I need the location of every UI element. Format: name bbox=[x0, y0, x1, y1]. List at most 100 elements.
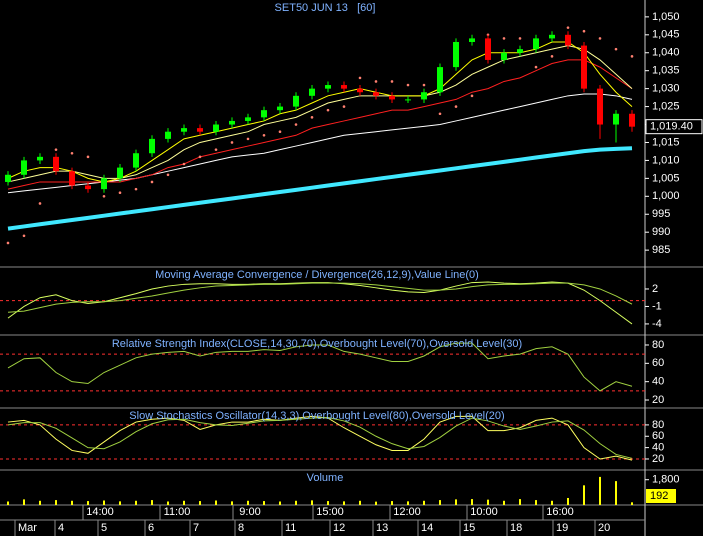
time-label: 16:00 bbox=[546, 506, 574, 518]
date-label: 20 bbox=[598, 522, 610, 534]
sar-dot bbox=[470, 94, 474, 98]
volume-bar bbox=[23, 499, 25, 505]
sar-dot bbox=[230, 141, 234, 144]
y-tick-label: 1,010 bbox=[652, 154, 680, 166]
volume-bar bbox=[167, 501, 169, 505]
sar-dot bbox=[246, 137, 250, 141]
y-tick-label: 990 bbox=[652, 226, 670, 238]
time-label: 15:00 bbox=[316, 506, 344, 518]
volume-bar bbox=[615, 481, 617, 505]
volume-bar bbox=[343, 501, 345, 505]
y-tick-label: 80 bbox=[652, 419, 664, 431]
sar-dot bbox=[6, 241, 10, 245]
date-label: 13 bbox=[376, 522, 388, 534]
candle-body bbox=[389, 95, 395, 100]
date-label: 7 bbox=[193, 522, 199, 534]
y-tick-label: 1,005 bbox=[652, 172, 680, 184]
volume-bar bbox=[455, 499, 457, 505]
last-price-label: 1,019.40 bbox=[650, 121, 693, 133]
date-label: 11 bbox=[285, 522, 296, 534]
candle-body bbox=[5, 174, 11, 182]
candle-body bbox=[469, 38, 475, 42]
volume-bar bbox=[39, 500, 41, 505]
sar-dot bbox=[614, 47, 618, 51]
moving-average bbox=[7, 59, 633, 190]
sar-dot bbox=[214, 148, 218, 151]
sar-dot bbox=[438, 112, 442, 116]
candle-body bbox=[101, 178, 107, 190]
volume-bar bbox=[7, 501, 9, 505]
last-price-box bbox=[645, 119, 703, 135]
candle-body bbox=[341, 85, 347, 89]
sar-dot bbox=[310, 116, 314, 119]
candle-body bbox=[229, 120, 235, 125]
sar-dot bbox=[22, 234, 26, 238]
volume-bar bbox=[551, 500, 553, 505]
sar-dot bbox=[358, 76, 362, 80]
candle-body bbox=[261, 110, 267, 118]
y-tick-label: 2 bbox=[652, 283, 658, 295]
volume-bar bbox=[87, 501, 89, 505]
candle-body bbox=[613, 113, 619, 125]
last-volume-label: 192 bbox=[650, 490, 668, 502]
date-label: Mar bbox=[18, 522, 37, 534]
sar-dot bbox=[582, 29, 586, 33]
volume-bar bbox=[103, 500, 105, 505]
sar-dot bbox=[182, 162, 186, 166]
time-label: 10:00 bbox=[470, 506, 498, 518]
volume-bar bbox=[359, 500, 361, 505]
candle-body bbox=[325, 85, 331, 89]
candle-body bbox=[501, 52, 507, 60]
date-label: 15 bbox=[463, 522, 475, 534]
candle-body bbox=[565, 34, 571, 46]
indicator-line bbox=[7, 415, 633, 461]
volume-bar bbox=[391, 501, 393, 505]
candle-body bbox=[485, 38, 491, 60]
volume-bar bbox=[375, 501, 377, 505]
volume-bar bbox=[567, 497, 569, 505]
y-tick-label: 1,000 bbox=[652, 190, 680, 202]
sar-dot bbox=[70, 151, 74, 155]
sar-dot bbox=[102, 195, 106, 198]
candle-body bbox=[181, 128, 187, 132]
sar-dot bbox=[38, 202, 42, 205]
volume-bar bbox=[183, 500, 185, 505]
volume-bar bbox=[279, 501, 281, 505]
volume-bar bbox=[215, 500, 217, 505]
volume-bar bbox=[471, 499, 473, 505]
volume-bar bbox=[151, 500, 153, 505]
y-tick-label: 80 bbox=[652, 339, 664, 351]
y-tick-label: 1,045 bbox=[652, 29, 680, 41]
candle-body bbox=[629, 113, 635, 127]
sar-dot bbox=[566, 26, 570, 29]
date-label: 4 bbox=[58, 522, 64, 534]
sar-dot bbox=[422, 83, 426, 87]
candle-body bbox=[53, 156, 59, 172]
y-tick-label: 1,025 bbox=[652, 100, 680, 112]
y-tick-label: -1 bbox=[652, 300, 662, 312]
time-label: 9:00 bbox=[239, 506, 260, 518]
y-tick-label: 40 bbox=[652, 376, 664, 388]
candle-body bbox=[21, 160, 27, 175]
panel-title: Relative Strength Index(CLOSE,14,30,70),… bbox=[112, 338, 522, 350]
sar-dot bbox=[454, 105, 458, 108]
candle-body bbox=[517, 49, 523, 53]
y-tick-label: 60 bbox=[652, 430, 664, 442]
moving-average bbox=[7, 41, 633, 183]
y-tick-label: 20 bbox=[652, 394, 664, 406]
sar-dot bbox=[150, 180, 154, 184]
panel-title: Volume bbox=[307, 472, 344, 484]
candle-body bbox=[197, 128, 203, 132]
candle-body bbox=[357, 88, 363, 93]
y-tick-label: 1,800 bbox=[652, 474, 680, 486]
volume-bar bbox=[487, 499, 489, 505]
candle-body bbox=[165, 131, 171, 139]
sar-dot bbox=[134, 187, 138, 191]
volume-bar bbox=[55, 500, 57, 505]
y-tick-label: 60 bbox=[652, 357, 664, 369]
candle-body bbox=[37, 156, 43, 161]
candle-body bbox=[213, 124, 219, 132]
y-tick-label: -4 bbox=[652, 318, 662, 330]
moving-average bbox=[7, 146, 633, 231]
